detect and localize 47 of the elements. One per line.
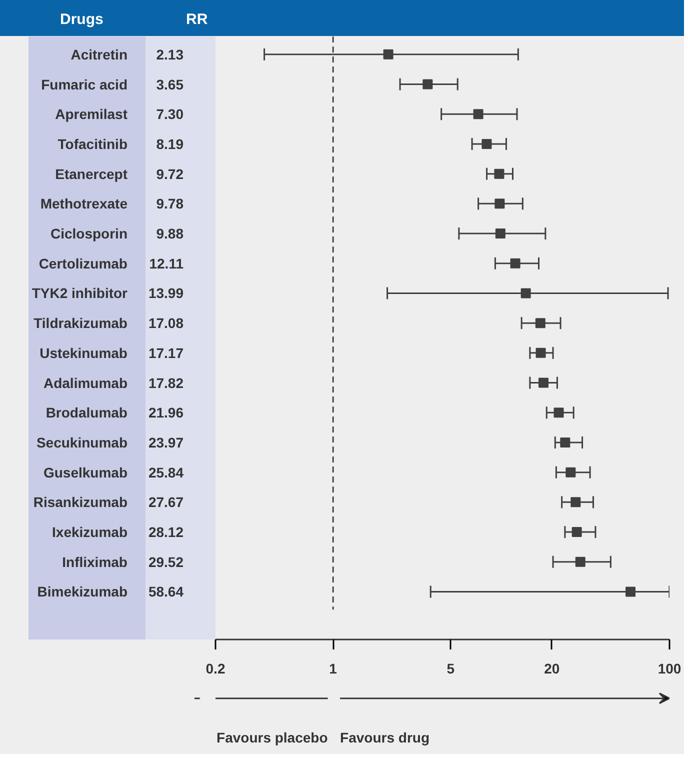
text: Favours drug (340, 729, 430, 746)
y-tick-label: Etanercept (55, 166, 128, 182)
data-label: 25.84 (148, 464, 184, 480)
y-tick-label: Certolizumab (38, 255, 128, 272)
y-tick-label: Risankizumab (33, 494, 128, 510)
y-tick-label: Infliximab (62, 554, 128, 570)
data-label: 21.96 (148, 404, 184, 421)
data-label: 2.13 (156, 46, 184, 62)
data-label: 3.65 (156, 76, 184, 92)
data-label: 58.64 (148, 584, 184, 600)
x-tick-label: 1 (329, 660, 338, 676)
x-tick-label: 5 (446, 660, 455, 676)
data-label: 9.88 (156, 226, 184, 242)
data-label: 17.82 (148, 374, 184, 391)
text: RR (186, 10, 208, 30)
y-tick-label: Ixekizumab (52, 524, 128, 540)
y-tick-label: Bimekizumab (37, 584, 128, 600)
data-label: 23.97 (148, 434, 184, 450)
data-label: 9.72 (156, 166, 184, 182)
y-tick-label: TYK2 inhibitor (32, 285, 128, 302)
y-tick-label: Methotrexate (40, 196, 128, 212)
text: Favours placebo (216, 729, 328, 746)
y-tick-label: Adalimumab (43, 374, 128, 391)
data-label: 17.08 (148, 315, 184, 332)
y-tick-label: Guselkumab (43, 464, 128, 480)
text: Drugs (60, 10, 104, 30)
data-label: 9.78 (156, 196, 184, 212)
y-tick-label: Secukinumab (36, 434, 128, 450)
y-tick-label: Ustekinumab (40, 344, 128, 361)
data-label: 12.11 (149, 255, 184, 272)
data-label: 7.30 (156, 106, 184, 122)
data-label: 28.12 (148, 524, 184, 540)
y-tick-label: Apremilast (55, 106, 128, 122)
y-tick-label: Brodalumab (46, 404, 128, 421)
y-tick-label: Acitretin (70, 46, 128, 62)
y-tick-label: Fumaric acid (41, 76, 128, 92)
y-tick-label: Tofacitinib (58, 136, 128, 152)
x-tick-label: 20 (544, 660, 560, 676)
data-label: 13.99 (148, 285, 184, 302)
data-label: 27.67 (148, 494, 184, 510)
data-label: 8.19 (156, 136, 184, 152)
data-label: 17.17 (148, 344, 184, 361)
y-tick-label: Ciclosporin (50, 226, 128, 242)
x-tick-label: 100 (658, 660, 682, 676)
x-tick-label: 0.2 (206, 660, 226, 676)
y-tick-label: Tildrakizumab (34, 315, 128, 332)
data-label: 29.52 (148, 554, 184, 570)
